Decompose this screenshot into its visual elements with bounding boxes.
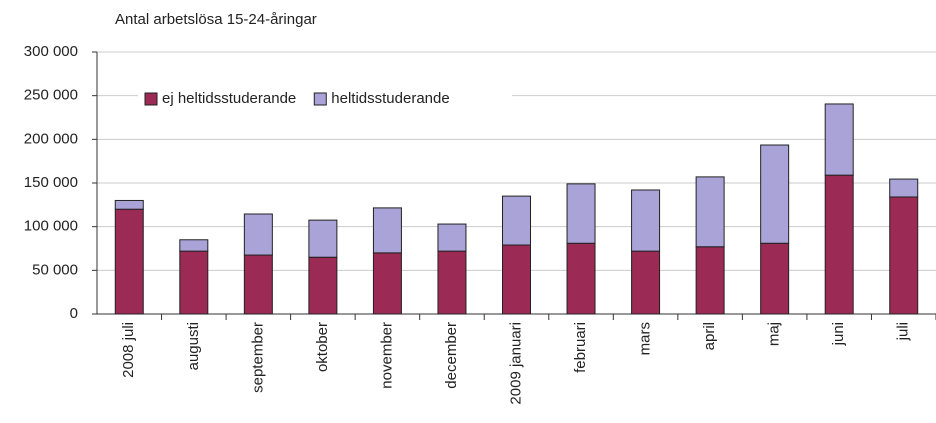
y-tick-label: 0: [70, 305, 78, 322]
y-tick-label: 150 000: [24, 174, 78, 191]
bar-segment: [372, 207, 402, 254]
bar-segment: [631, 250, 661, 315]
bar-segment: [889, 196, 919, 315]
x-tick-label: juli: [895, 322, 912, 341]
legend-swatch: [144, 92, 158, 106]
y-tick-label: 50 000: [32, 261, 78, 278]
x-tick-label: april: [701, 322, 718, 350]
bar-segment: [566, 242, 596, 315]
bar-segment: [179, 250, 209, 315]
x-tick-label: juni: [830, 322, 847, 346]
x-tick-label: september: [249, 322, 266, 393]
bar-segment: [566, 183, 596, 244]
bar-segment: [760, 144, 790, 244]
bar-segment: [502, 244, 531, 315]
bar-segment: [308, 256, 338, 315]
legend-label: ej heltidsstuderande: [162, 90, 296, 107]
bar-segment: [824, 174, 854, 315]
x-tick-label: mars: [637, 322, 654, 355]
legend-swatch: [313, 92, 327, 106]
x-tick-label: maj: [766, 322, 783, 346]
bar-segment: [889, 178, 919, 198]
bar-segment: [502, 195, 531, 246]
x-tick-label: oktober: [314, 322, 331, 372]
bar-segment: [372, 252, 402, 315]
y-tick-label: 100 000: [24, 218, 78, 235]
x-tick-label: 2008 juli: [120, 322, 137, 378]
x-tick-label: 2009 januari: [507, 322, 524, 405]
x-tick-label: februari: [572, 322, 589, 373]
legend-label: heltidsstuderande: [331, 90, 449, 107]
bar-segment: [179, 239, 209, 252]
bar-segment: [631, 189, 661, 252]
bar-segment: [243, 254, 273, 315]
bar-segment: [114, 208, 144, 315]
bar-segment: [308, 219, 338, 258]
bar-segment: [695, 246, 725, 315]
y-tick-label: 250 000: [24, 87, 78, 104]
bar-segment: [437, 250, 467, 315]
y-tick-label: 200 000: [24, 130, 78, 147]
chart-title: Antal arbetslösa 15-24-åringar: [115, 11, 317, 28]
bar-segment: [760, 242, 790, 315]
bar-segment: [824, 103, 854, 176]
x-tick-label: december: [443, 322, 460, 389]
bar-segment: [243, 213, 273, 256]
x-tick-label: november: [378, 322, 395, 389]
bar-segment: [437, 223, 467, 252]
bar-segment: [695, 176, 725, 248]
bar-segment: [114, 199, 144, 210]
y-tick-label: 300 000: [24, 43, 78, 60]
x-tick-label: augusti: [185, 322, 202, 370]
